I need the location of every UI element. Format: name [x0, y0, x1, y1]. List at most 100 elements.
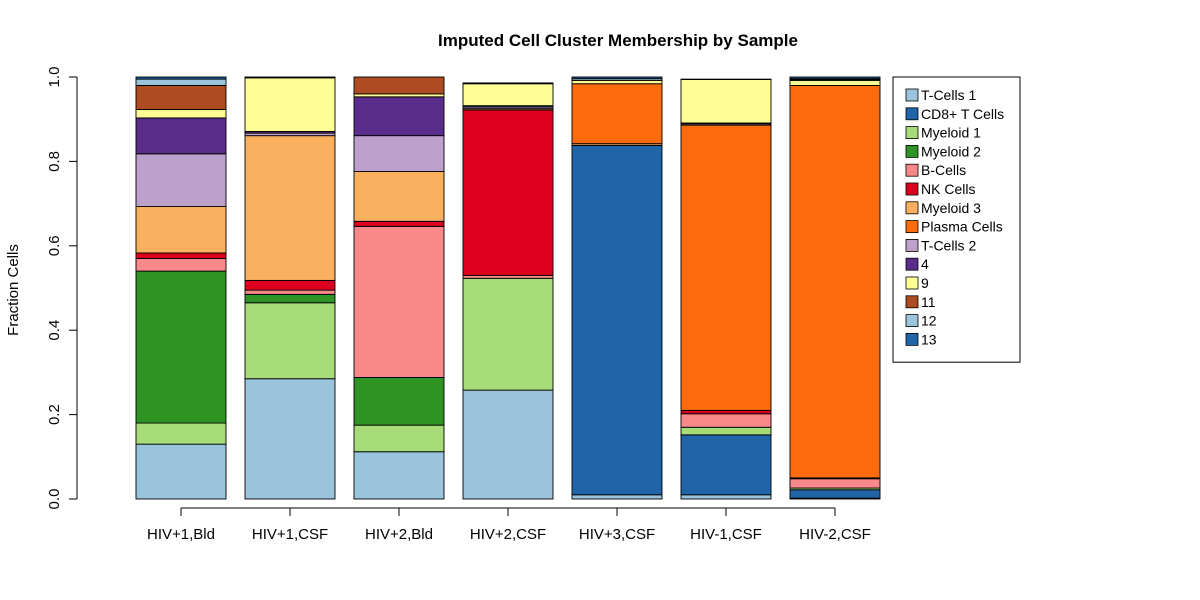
legend-swatch [905, 332, 919, 346]
bar-segment [462, 83, 554, 107]
legend-swatch [905, 314, 919, 328]
bar-segment [244, 289, 336, 295]
legend-swatch [905, 163, 919, 177]
x-axis: HIV+1,Bld HIV+1,CSF HIV+2,Bld HIV+2,CSF HIV+… [147, 507, 871, 543]
legend-swatch [905, 276, 919, 290]
legend-label: 4 [921, 256, 929, 272]
bar-segment [789, 76, 881, 80]
bar-segment [135, 206, 227, 254]
chart-title: Imputed Cell Cluster Membership by Sampl… [438, 31, 798, 50]
x-tick-label: HIV+2,Bld [365, 526, 433, 543]
bar-stack [353, 76, 445, 500]
bar-segment [571, 79, 663, 85]
legend-swatch [905, 88, 919, 102]
bar-segment [680, 426, 772, 436]
legend-label: NK Cells [921, 181, 975, 197]
y-axis-label: Fraction Cells [5, 244, 22, 336]
legend-label: B-Cells [921, 162, 966, 178]
bar-segment [571, 76, 663, 80]
legend-box [892, 76, 1021, 363]
legend-swatch [905, 238, 919, 252]
x-tick-label: HIV-1,CSF [690, 526, 762, 543]
legend-label: 12 [921, 313, 937, 329]
bar-segment [135, 109, 227, 119]
legend-swatch [905, 220, 919, 234]
y-tick-label: 0.4 [46, 320, 63, 341]
bar-segment [571, 144, 663, 496]
x-tick-label: HIV+2,CSF [470, 526, 546, 543]
bar-segment [353, 76, 445, 95]
legend-label: T-Cells 1 [921, 87, 976, 103]
bar-segment [244, 302, 336, 380]
legend-label: Myeloid 1 [921, 125, 981, 141]
bar-segment [462, 389, 554, 500]
x-tick-label: HIV+1,Bld [147, 526, 215, 543]
bar-segment [680, 409, 772, 415]
bar-segment [135, 422, 227, 445]
legend-swatch [905, 182, 919, 196]
bar-segment [244, 293, 336, 304]
x-tick-label: HIV+3,CSF [579, 526, 655, 543]
bar-segment [789, 84, 881, 479]
bar-segment [571, 83, 663, 145]
y-tick-label: 1.0 [46, 67, 63, 88]
legend-swatch [905, 126, 919, 139]
legend-label: 11 [921, 294, 936, 310]
bar-segment [135, 153, 227, 208]
bar-segment [680, 413, 772, 428]
bar-segment [789, 478, 881, 489]
bar-segment [353, 135, 445, 172]
bar-segment [135, 78, 227, 86]
x-tick-label: HIV+1,CSF [252, 526, 328, 543]
bar-segment [353, 171, 445, 222]
bar-stack [680, 78, 772, 500]
bar-segment [353, 96, 445, 137]
legend-label: 13 [921, 331, 937, 347]
bar-stack [462, 82, 554, 500]
bar-stack [571, 76, 663, 500]
y-tick-label: 0.8 [46, 151, 63, 172]
bar-segment [135, 117, 227, 155]
bar-segment [135, 270, 227, 424]
bar-segment [680, 494, 772, 500]
bar-segment [680, 79, 772, 124]
legend-label: CD8+ T Cells [921, 106, 1004, 122]
bar-segment [789, 489, 881, 499]
bar-segment [244, 279, 336, 291]
y-axis: 0.0 0.2 0.4 0.6 0.8 1.0 [46, 67, 78, 510]
bar-segment [135, 258, 227, 272]
legend: T-Cells 1 CD8+ T Cells Myeloid 1 Myeloid 2 B… [892, 76, 1021, 363]
y-tick-label: 0.6 [46, 235, 63, 256]
legend-swatch [905, 295, 919, 309]
bar-segment [244, 76, 336, 79]
bar-segment [462, 82, 554, 85]
bar-segment [244, 378, 336, 500]
y-tick-label: 0.2 [46, 404, 63, 425]
bar-stack [135, 76, 227, 500]
bar-segment [244, 135, 336, 281]
legend-label: Plasma Cells [921, 219, 1003, 235]
bar-segment [353, 377, 445, 426]
bar-segment [135, 76, 227, 80]
bar-stack [789, 76, 881, 500]
legend-label: 9 [921, 275, 929, 291]
bar-segment [462, 277, 554, 391]
bar-segment [135, 84, 227, 110]
legend-swatch [905, 257, 919, 271]
y-tick-label: 0.0 [46, 489, 63, 510]
bar-segment [680, 124, 772, 411]
bar-segment [353, 451, 445, 500]
bar-segment [680, 434, 772, 496]
legend-swatch [905, 107, 919, 121]
bar-segment [135, 252, 227, 259]
bar-segment [244, 77, 336, 132]
bar-stack [244, 76, 336, 500]
bar-segment [789, 79, 881, 86]
legend-label: Myeloid 2 [921, 143, 981, 159]
bar-segment [353, 225, 445, 378]
x-tick-label: HIV-2,CSF [799, 526, 871, 543]
bar-segment [135, 443, 227, 500]
bar-segment [571, 494, 663, 500]
legend-label: T-Cells 2 [921, 237, 976, 253]
